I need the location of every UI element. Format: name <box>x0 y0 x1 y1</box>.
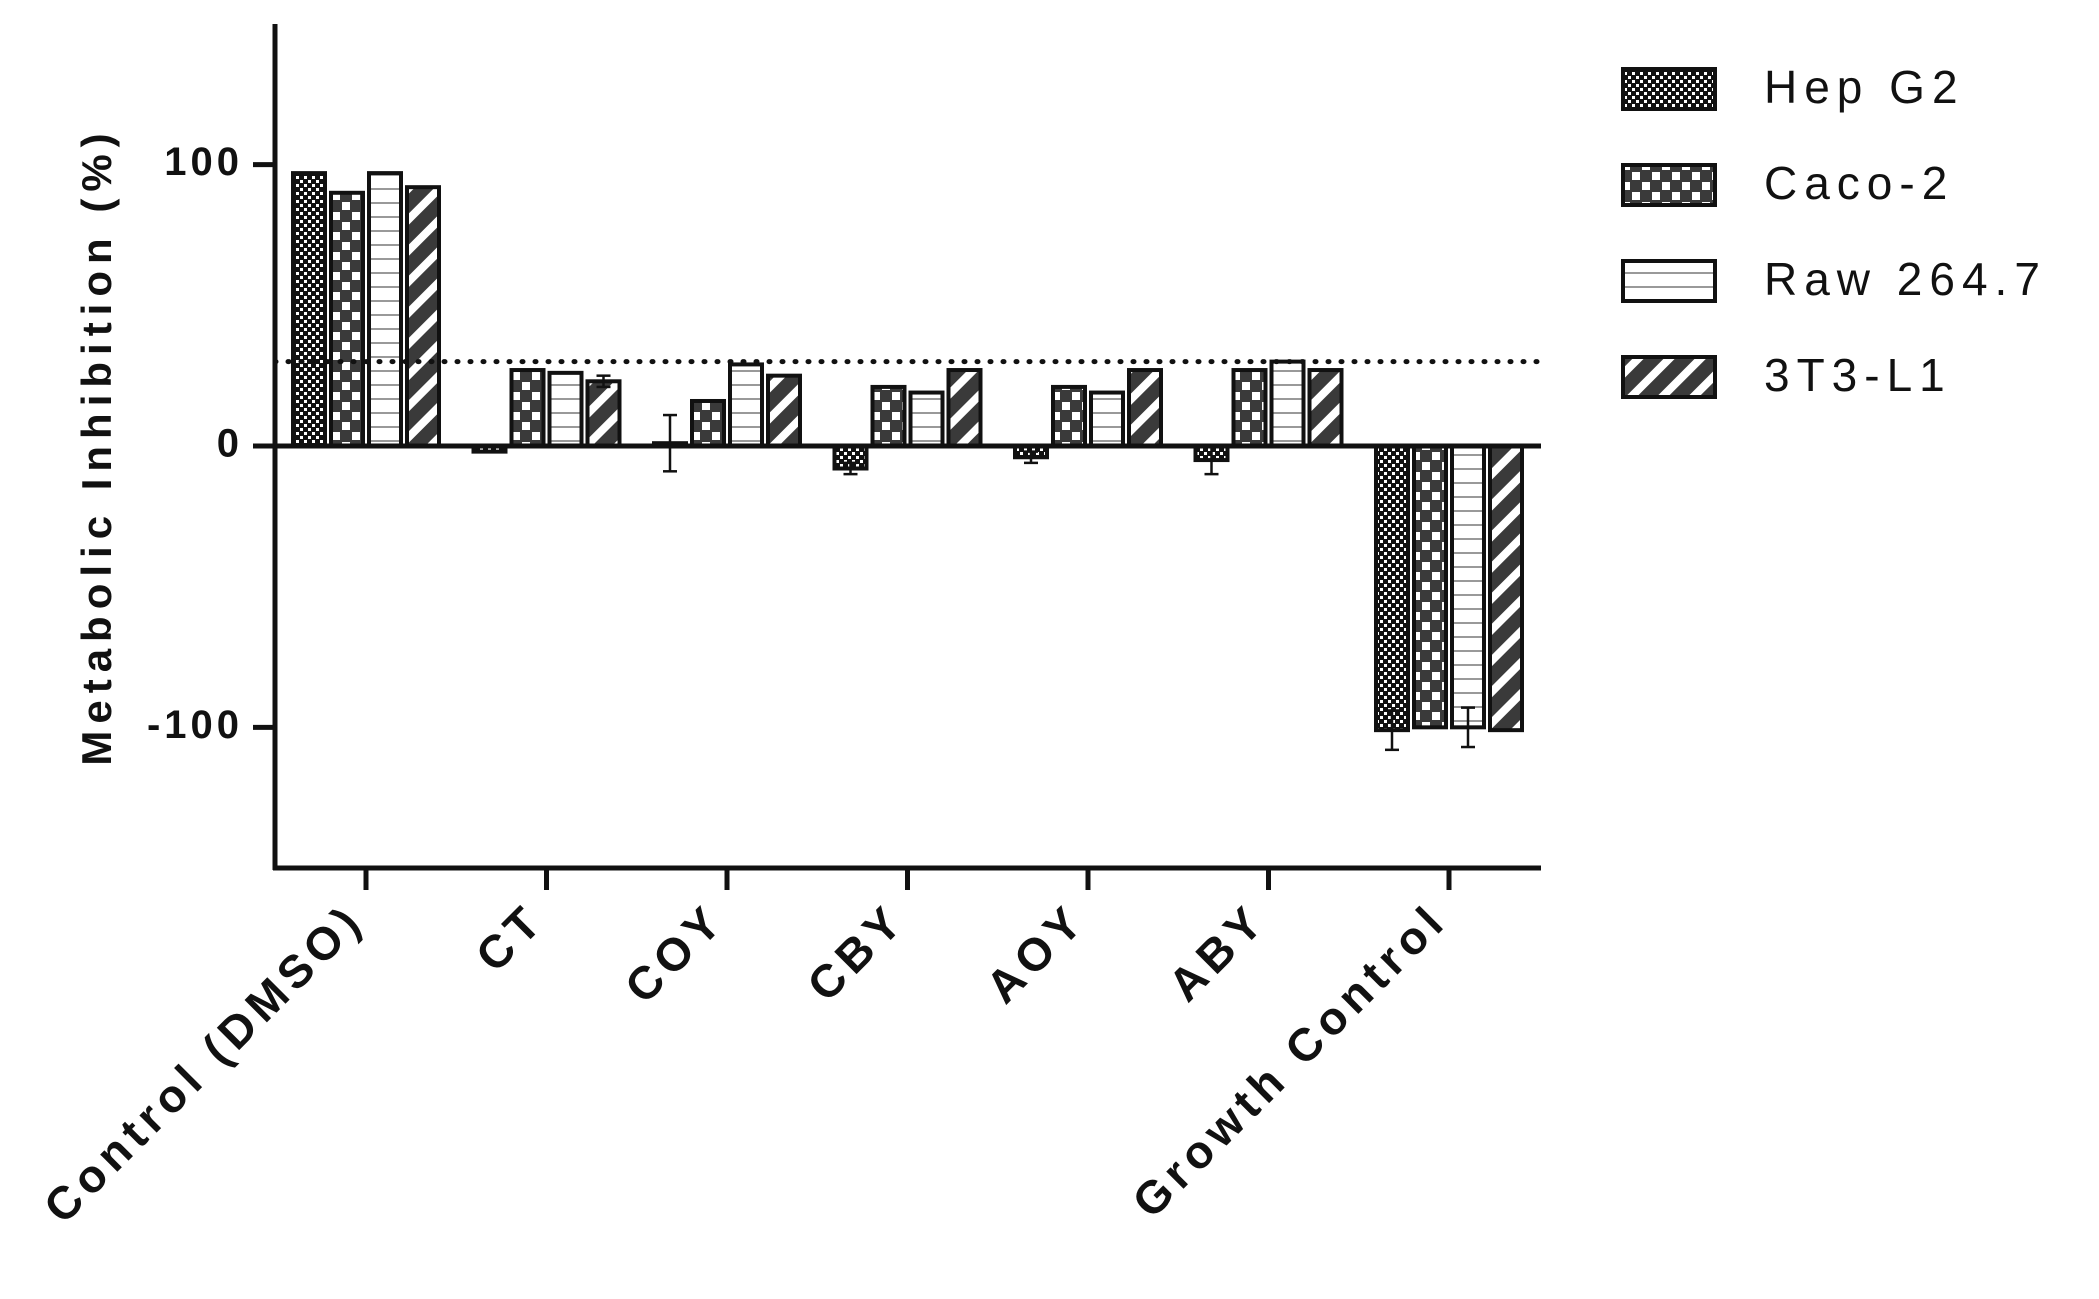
bar <box>1127 368 1163 449</box>
bar <box>1307 368 1344 449</box>
legend-label: Raw 264.7 <box>1764 253 2047 305</box>
bar <box>1089 390 1125 448</box>
bar <box>367 171 403 449</box>
x-tick-label: ABY <box>1158 893 1276 1011</box>
bar <box>1269 359 1306 449</box>
bar <box>728 362 764 448</box>
bar <box>690 398 726 448</box>
legend-swatch-pattern <box>1625 167 1713 203</box>
y-tick-label: 100 <box>164 140 243 184</box>
x-tick-label: Growth Control <box>1122 893 1457 1228</box>
legend-label: Caco-2 <box>1764 157 1954 209</box>
legend-swatch-pattern <box>1625 359 1713 395</box>
legend-swatch-pattern <box>1625 71 1713 107</box>
bar <box>1051 384 1087 449</box>
y-tick-label: -100 <box>147 703 243 747</box>
x-tick-label: CBY <box>797 893 915 1011</box>
x-tick-label: Control (DMSO) <box>34 893 374 1233</box>
bar <box>1488 444 1524 733</box>
bar <box>585 379 622 448</box>
x-tick-label: AOY <box>976 893 1096 1013</box>
bar <box>547 370 584 448</box>
x-tick-label: CT <box>466 893 555 982</box>
bar <box>291 171 327 449</box>
bar <box>329 190 365 448</box>
bar <box>908 390 945 448</box>
legend-label: 3T3-L1 <box>1764 349 1952 401</box>
x-tick-label: COY <box>615 893 735 1013</box>
bar <box>946 368 983 449</box>
bar <box>870 384 907 449</box>
bar <box>1374 444 1410 733</box>
bar <box>766 373 802 448</box>
y-axis-label: Metabolic Inhibition (%) <box>73 126 120 765</box>
legend-label: Hep G2 <box>1764 61 1965 113</box>
bar <box>405 185 441 448</box>
bar <box>1450 444 1486 730</box>
bar <box>1231 368 1268 449</box>
legend-swatch-pattern <box>1625 263 1713 299</box>
y-tick-label: 0 <box>217 422 243 466</box>
bar <box>509 368 546 449</box>
bar <box>1412 444 1448 730</box>
